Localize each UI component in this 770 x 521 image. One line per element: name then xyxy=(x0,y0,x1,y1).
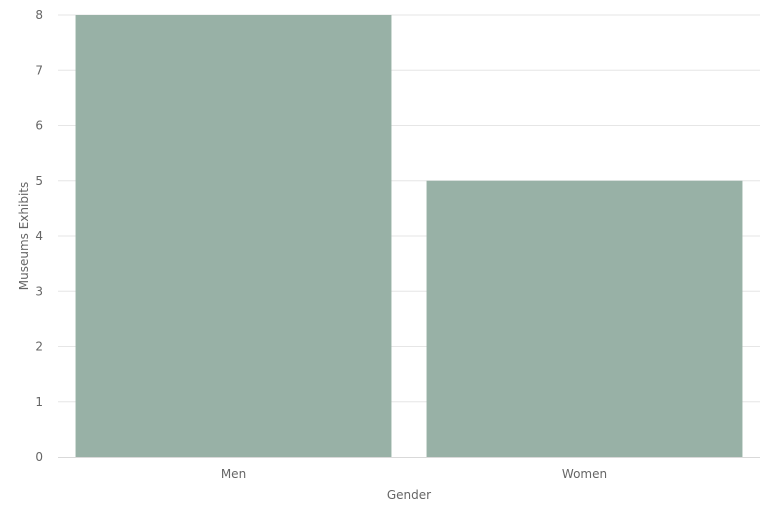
bar-men[interactable] xyxy=(75,15,392,457)
x-tick-labels: Men Women xyxy=(221,467,607,481)
y-tick-label: 1 xyxy=(35,395,43,409)
y-tick-label: 0 xyxy=(35,450,43,464)
x-axis-title: Gender xyxy=(387,488,431,502)
y-tick-labels: 0 1 2 3 4 5 6 7 8 xyxy=(35,8,43,464)
y-tick-label: 7 xyxy=(35,63,43,77)
y-axis-title: Museums Exhibits xyxy=(17,182,31,291)
bars xyxy=(75,15,743,457)
x-tick-label-women: Women xyxy=(562,467,607,481)
y-tick-label: 8 xyxy=(35,8,43,22)
y-tick-label: 3 xyxy=(35,284,43,298)
x-tick-label-men: Men xyxy=(221,467,246,481)
y-tick-label: 2 xyxy=(35,340,43,354)
y-tick-label: 6 xyxy=(35,119,43,133)
y-tick-label: 4 xyxy=(35,229,43,243)
bar-women[interactable] xyxy=(426,180,743,457)
y-tick-label: 5 xyxy=(35,174,43,188)
